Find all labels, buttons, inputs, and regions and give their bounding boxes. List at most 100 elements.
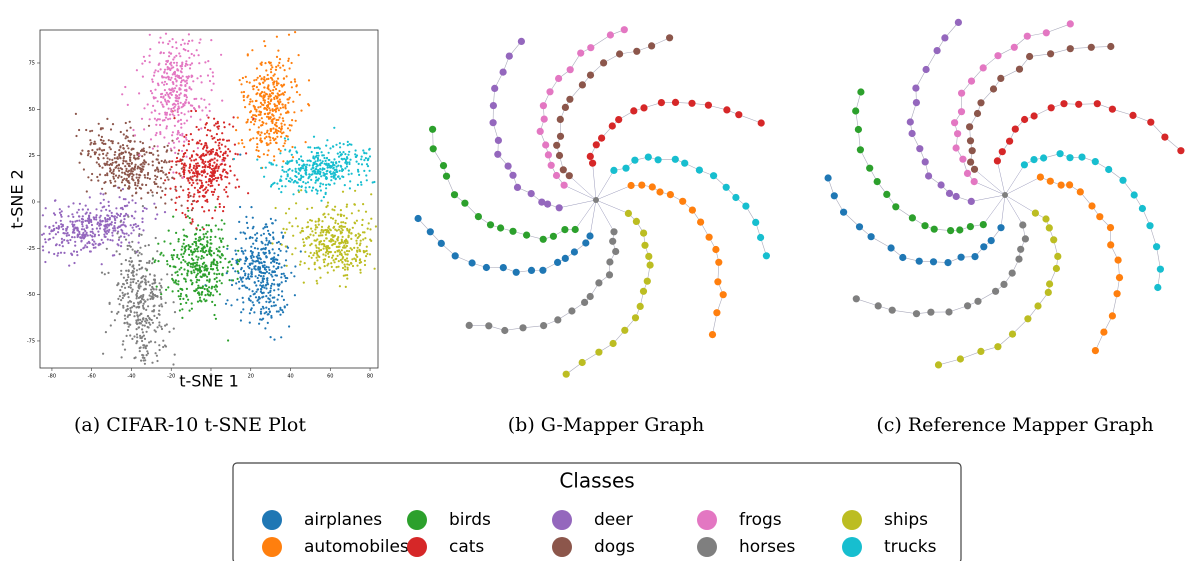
point [320,175,323,178]
node [461,199,469,207]
node [559,166,567,174]
point [85,224,88,227]
point [251,216,254,219]
point [331,217,335,220]
point [196,258,199,261]
point [208,178,211,181]
point [134,210,137,213]
node [959,155,967,163]
point [197,239,200,242]
point [183,234,186,237]
legend-box [232,462,962,561]
point [255,86,258,89]
point [191,262,194,265]
point [249,295,252,298]
point [183,122,186,125]
point [265,287,268,290]
point [215,290,219,293]
point [160,101,163,104]
y-tick-label: -25 [27,246,35,252]
point [290,124,293,127]
point [248,267,251,270]
point [123,218,126,221]
point [346,227,349,230]
point [204,160,207,163]
node [542,141,550,149]
point [196,272,199,275]
point [355,154,359,157]
point [273,283,276,286]
point [196,292,200,295]
point [236,258,239,261]
point [356,255,359,258]
point [41,245,45,248]
point [143,324,146,327]
point [216,169,219,172]
point [132,304,135,307]
point [280,276,283,279]
point [310,227,313,230]
point [127,301,130,304]
point [118,196,121,199]
point [47,251,51,254]
point [179,297,182,301]
node [856,146,865,154]
point [201,226,204,229]
node [966,223,975,231]
point [365,245,368,248]
point [137,254,140,257]
point [260,61,263,64]
point [218,272,221,275]
point [144,300,147,303]
edge [971,194,1006,202]
point [171,131,174,134]
point [202,250,205,253]
point [334,228,337,231]
point [315,168,318,171]
point [332,166,335,169]
point [179,174,182,177]
point [263,266,266,269]
point [242,308,245,311]
point [210,168,213,171]
point [182,170,185,173]
point [126,273,129,276]
point [53,199,57,202]
point [226,270,229,273]
point [143,59,147,63]
point [131,240,134,243]
point [168,171,171,174]
point [284,245,287,248]
point [261,277,264,280]
point [331,254,335,257]
point [224,302,228,305]
point [202,246,205,249]
point [174,279,177,282]
point [222,152,225,155]
point [170,273,174,276]
point [178,87,181,90]
point [99,192,102,195]
point [107,204,110,207]
node [934,361,943,369]
point [127,201,130,204]
point [104,142,107,145]
point [255,137,258,140]
node [560,181,568,189]
point [103,181,106,184]
point [85,128,88,132]
point [220,282,223,285]
point [248,277,251,280]
point [269,287,272,290]
point [205,142,208,145]
point [138,227,141,230]
point [204,61,207,64]
point [169,265,172,268]
point [147,171,150,175]
node [742,202,750,210]
point [124,238,128,241]
point [262,295,265,298]
node [1093,100,1101,108]
node [1066,45,1074,53]
point [271,260,274,263]
